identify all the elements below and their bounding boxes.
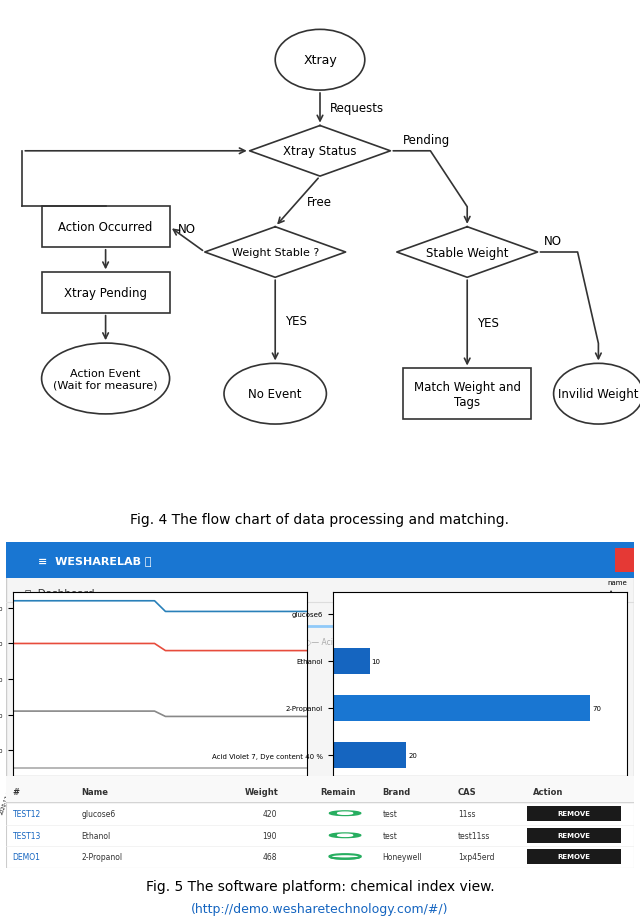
Circle shape: [337, 812, 353, 814]
Text: 190: 190: [262, 831, 277, 840]
Text: Action Event
(Wait for measure): Action Event (Wait for measure): [53, 369, 158, 390]
Text: REMOVE: REMOVE: [557, 833, 591, 838]
X-axis label: time: time: [152, 821, 168, 826]
Text: Ethanol: Ethanol: [82, 831, 111, 840]
Text: Weight: Weight: [244, 787, 278, 796]
Text: 420: 420: [262, 809, 277, 818]
Text: (http://demo.wesharetechnology.com/#/): (http://demo.wesharetechnology.com/#/): [191, 902, 449, 915]
Bar: [333, 648, 370, 674]
Circle shape: [118, 622, 133, 630]
Bar: [333, 743, 406, 768]
Text: test: test: [383, 831, 397, 840]
Text: ∧: ∧: [607, 588, 615, 598]
FancyBboxPatch shape: [6, 777, 634, 802]
Text: ↖ drag the slider to show recent  [📅 21]  days: ↖ drag the slider to show recent [📅 21] …: [25, 609, 232, 618]
Text: 70: 70: [592, 705, 601, 711]
Text: 20: 20: [408, 753, 417, 758]
Text: Stable Weight: Stable Weight: [426, 246, 508, 259]
Text: 📊  Dashboard: 📊 Dashboard: [25, 588, 95, 598]
Text: Invilid Weight: Invilid Weight: [558, 388, 639, 401]
Text: 468: 468: [262, 852, 277, 861]
FancyBboxPatch shape: [6, 542, 634, 578]
Text: test: test: [383, 809, 397, 818]
Text: Fig. 4 The flow chart of data processing and matching.: Fig. 4 The flow chart of data processing…: [131, 512, 509, 527]
X-axis label: weight: weight: [468, 798, 492, 804]
FancyBboxPatch shape: [6, 777, 634, 868]
Text: No Event: No Event: [248, 388, 302, 401]
Text: ≡  WESHARELAB 🔔: ≡ WESHARELAB 🔔: [38, 555, 151, 565]
Text: Free: Free: [307, 196, 332, 209]
FancyBboxPatch shape: [527, 849, 621, 864]
Text: Pending: Pending: [403, 134, 451, 147]
Text: CAS: CAS: [458, 787, 477, 796]
Bar: [333, 696, 591, 721]
Text: REMOVE: REMOVE: [557, 854, 591, 859]
Circle shape: [330, 811, 361, 816]
Circle shape: [337, 834, 353, 836]
Text: 10: 10: [371, 658, 380, 664]
Text: NO: NO: [178, 222, 196, 235]
Text: YES: YES: [285, 314, 307, 327]
Text: —○— 2-Propanol: —○— 2-Propanol: [207, 638, 273, 647]
Text: test11ss: test11ss: [458, 831, 490, 840]
Text: 11ss: 11ss: [458, 809, 476, 818]
Text: name: name: [607, 580, 627, 585]
Text: Brand: Brand: [383, 787, 411, 796]
Text: glucose6: glucose6: [82, 809, 116, 818]
Text: Action Occurred: Action Occurred: [58, 221, 153, 234]
Text: Action: Action: [533, 787, 564, 796]
FancyBboxPatch shape: [6, 542, 634, 841]
Text: Xtray Pending: Xtray Pending: [64, 287, 147, 300]
Text: 1xp45erd: 1xp45erd: [458, 852, 495, 861]
Text: —○— Ethanol: —○— Ethanol: [116, 638, 170, 647]
Text: DEMO1: DEMO1: [13, 852, 40, 861]
Text: Fig. 5 The software platform: chemical index view.: Fig. 5 The software platform: chemical i…: [146, 879, 494, 893]
FancyBboxPatch shape: [615, 548, 634, 572]
Text: Requests: Requests: [330, 102, 384, 115]
Text: TEST12: TEST12: [13, 809, 41, 818]
FancyBboxPatch shape: [527, 806, 621, 821]
Circle shape: [330, 833, 361, 838]
Text: —○— glucose6: —○— glucose6: [25, 638, 84, 647]
FancyBboxPatch shape: [527, 828, 621, 843]
Text: #: #: [13, 787, 20, 796]
Text: REMOVE: REMOVE: [557, 811, 591, 816]
Text: Xtray: Xtray: [303, 54, 337, 67]
Text: NO: NO: [544, 235, 562, 248]
Text: 2-Propanol: 2-Propanol: [82, 852, 123, 861]
Text: Xtray Status: Xtray Status: [284, 145, 356, 158]
Text: TEST13: TEST13: [13, 831, 41, 840]
Text: Honeywell: Honeywell: [383, 852, 422, 861]
Text: YES: YES: [477, 317, 499, 330]
Text: —◇— Acid Violet 7, Dye content 40 %: —◇— Acid Violet 7, Dye content 40 %: [298, 638, 443, 647]
Text: Name: Name: [82, 787, 109, 796]
Text: Remain: Remain: [320, 787, 355, 796]
Text: Weight Stable ?: Weight Stable ?: [232, 248, 319, 257]
Text: Match Weight and
Tags: Match Weight and Tags: [413, 380, 521, 408]
